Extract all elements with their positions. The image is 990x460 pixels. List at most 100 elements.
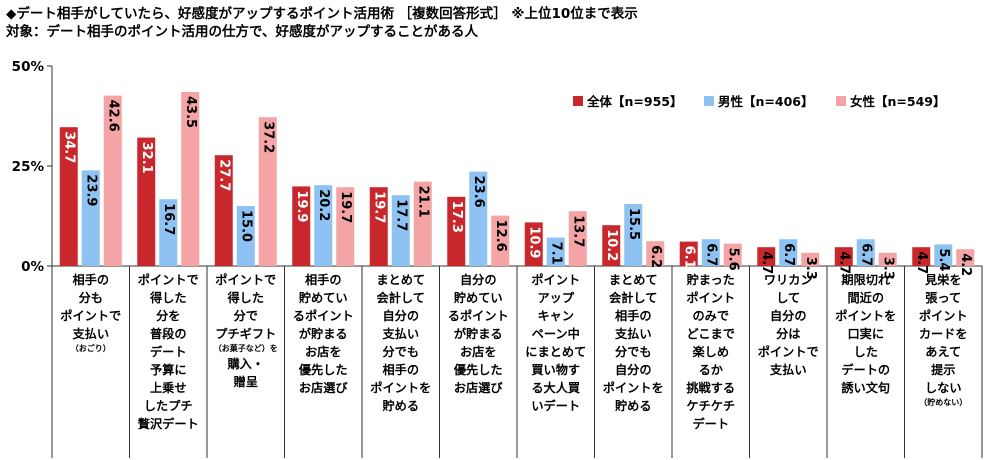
category-line: ポイントで <box>137 273 199 287</box>
category-line: 会計して <box>609 291 658 305</box>
category-line: キャン <box>537 309 575 323</box>
value-label-male: 15.0 <box>238 210 253 242</box>
value-label-all: 4.7 <box>836 251 851 274</box>
category-line: 貯まった <box>686 273 735 287</box>
category-line: しない <box>924 381 962 395</box>
category-line: るポイント <box>447 309 509 323</box>
category-line: 分でも <box>382 345 420 359</box>
bar-all <box>214 155 233 266</box>
bar-male <box>856 239 875 266</box>
bar-female <box>568 211 587 266</box>
value-label-male: 23.9 <box>83 174 98 206</box>
bar-all <box>602 225 621 266</box>
category-line: 分は <box>776 327 801 341</box>
category-line: のみで <box>692 309 730 323</box>
legend-item-female: 女性【n=549】 <box>836 91 945 110</box>
value-label-female: 6.2 <box>648 245 663 268</box>
category-line: るか <box>698 363 723 377</box>
category-line: 支払い <box>382 327 420 341</box>
category-line: 相手の <box>304 273 342 287</box>
category-line: 相手の <box>614 309 652 323</box>
bar-male <box>159 199 178 266</box>
legend-item-all: 全体【n=955】 <box>573 91 682 110</box>
category-label: 自分の 貯めてい るポイント が貯まる お店を 優先した お店選び <box>440 271 516 397</box>
category-label: 相手の 分も ポイントで 支払い （おごり） <box>53 271 129 355</box>
value-label-female: 21.1 <box>415 186 430 218</box>
value-label-male: 23.6 <box>471 176 486 208</box>
chart-title: ◆デート相手がしていたら、好感度がアップするポイント活用術 ［複数回答形式］ ※… <box>6 6 638 22</box>
category-line: 予算に <box>149 363 187 377</box>
category-line: まとめて <box>608 273 658 287</box>
bar-female <box>258 117 277 266</box>
bar-all <box>524 222 543 266</box>
category-line: 誘い文句 <box>841 381 891 395</box>
category-label: ポイントで 得した 分を 普段の デート 予算に 上乗せ したプチ 贅沢デート <box>130 271 206 433</box>
category-line: が貯まる <box>298 327 348 341</box>
category-label: 貯まった ポイント のみで どこまで 楽しめ るか 挑戦する ケチケチ デート <box>673 271 749 433</box>
bar-female <box>878 252 897 266</box>
category-label: ワリカン して 自分の 分は ポイントで 支払い <box>750 271 826 379</box>
category-line: る大人買 <box>531 381 581 395</box>
value-label-all: 27.7 <box>216 159 231 191</box>
category-label: ポイントで 得した 分で プチギフト （お菓子など）を 購入・ 贈呈 <box>208 271 284 391</box>
category-line: カードを <box>918 327 968 341</box>
category-line: アップ <box>537 291 575 305</box>
value-label-male: 15.5 <box>626 208 641 240</box>
category-line: 自分の <box>459 273 497 287</box>
value-label-male: 16.7 <box>161 203 176 235</box>
bar-female <box>181 92 200 266</box>
value-label-male: 6.7 <box>703 243 718 266</box>
category-line: 支払い <box>614 327 652 341</box>
category-line: 提示 <box>931 363 956 377</box>
category-line: した <box>853 345 878 359</box>
category-line: 分でも <box>614 345 652 359</box>
bar-male <box>236 206 255 266</box>
legend-swatch-all <box>573 95 583 106</box>
category-line: 優先した <box>298 363 348 377</box>
category-note: （貯めない） <box>919 398 968 407</box>
bar-all <box>292 186 311 266</box>
value-label-all: 17.3 <box>449 201 464 233</box>
category-note: （お菓子など）を <box>213 344 278 353</box>
category-line: ポイントを <box>602 381 664 395</box>
category-note: （おごり） <box>70 344 111 353</box>
category-line: 買い物す <box>531 363 581 377</box>
legend-label-all: 全体【n=955】 <box>587 94 683 109</box>
value-label-male: 5.4 <box>936 248 951 271</box>
category-line: 自分の <box>382 309 420 323</box>
category-line: デート <box>692 417 730 431</box>
value-label-male: 20.2 <box>316 189 331 221</box>
value-label-female: 13.7 <box>570 215 585 247</box>
bar-male <box>81 170 100 266</box>
category-line: 貯める <box>614 399 652 413</box>
bar-all <box>679 241 698 266</box>
category-line: プチギフト <box>215 327 277 341</box>
category-line: 優先した <box>453 363 503 377</box>
bar-all <box>369 187 388 266</box>
category-line: ポイントを <box>370 381 432 395</box>
value-label-female: 5.6 <box>725 248 740 271</box>
bar-male <box>934 244 953 266</box>
category-line: ペーン中 <box>531 327 580 341</box>
value-label-all: 6.1 <box>681 246 696 269</box>
bar-male <box>314 185 333 266</box>
category-line: 支払い <box>72 327 110 341</box>
category-label: まとめて 会計して 相手の 支払い 分でも 自分の ポイントを 貯める <box>595 271 671 415</box>
value-label-all: 10.2 <box>604 229 619 261</box>
value-label-all: 19.7 <box>371 191 386 223</box>
category-line: 張って <box>925 291 962 305</box>
value-label-female: 42.6 <box>105 100 120 132</box>
bar-all <box>912 247 931 266</box>
category-line: るポイント <box>292 309 354 323</box>
category-line: ワリカン <box>763 273 813 287</box>
category-line: 相手の <box>72 273 110 287</box>
value-label-all: 4.7 <box>759 251 774 274</box>
value-label-female: 3.3 <box>803 257 818 280</box>
category-line: 上乗せ <box>149 381 187 395</box>
bar-male <box>624 204 643 266</box>
bar-female <box>801 252 820 266</box>
value-label-all: 34.7 <box>61 131 76 163</box>
category-line: 挑戦する <box>686 381 736 395</box>
category-line: 貯めてい <box>298 291 348 305</box>
bar-all <box>757 247 776 266</box>
